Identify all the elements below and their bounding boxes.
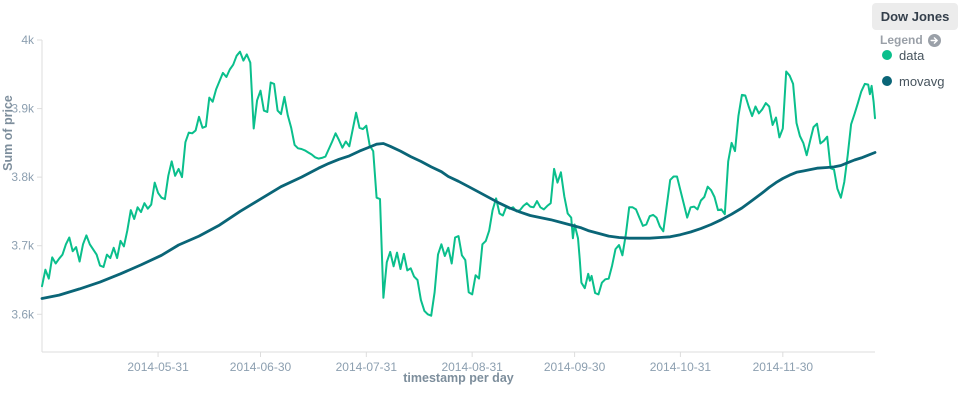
x-tick-label: 2014-09-30 <box>544 360 606 374</box>
legend-item-data[interactable]: data <box>882 46 945 64</box>
legend-toggle[interactable]: Legend <box>880 33 941 47</box>
y-tick-label: 4k <box>21 33 35 47</box>
y-axis-title: Sum of price <box>1 95 15 171</box>
panel-title: Dow Jones <box>872 3 958 30</box>
axis-lines <box>41 40 875 353</box>
y-tick-label: 3.7k <box>11 239 35 253</box>
legend-color-dot <box>882 76 892 86</box>
series-line-movavg <box>40 142 877 300</box>
x-tick-label: 2014-05-31 <box>127 360 189 374</box>
y-tick-label: 3.6k <box>11 307 35 321</box>
legend-item-label: movavg <box>899 73 945 89</box>
x-tick-label: 2014-10-31 <box>650 360 712 374</box>
y-tick-label: 3.8k <box>11 170 35 184</box>
x-tick-label: 2014-08-31 <box>441 360 503 374</box>
legend-heading-label: Legend <box>880 33 923 47</box>
y-tick-label: 3.9k <box>11 102 35 116</box>
series-line-data <box>41 50 876 317</box>
x-tick-label: 2014-11-30 <box>753 360 814 374</box>
arrow-circle-right-icon[interactable] <box>927 33 941 47</box>
x-axis-title: timestamp per day <box>403 371 514 385</box>
legend-items: data movavg <box>882 46 945 98</box>
x-tick-label: 2014-07-31 <box>336 360 398 374</box>
legend-color-dot <box>882 50 892 60</box>
x-tick-label: 2014-06-30 <box>230 360 292 374</box>
legend-item-movavg[interactable]: movavg <box>882 72 945 90</box>
legend-item-label: data <box>899 47 925 63</box>
